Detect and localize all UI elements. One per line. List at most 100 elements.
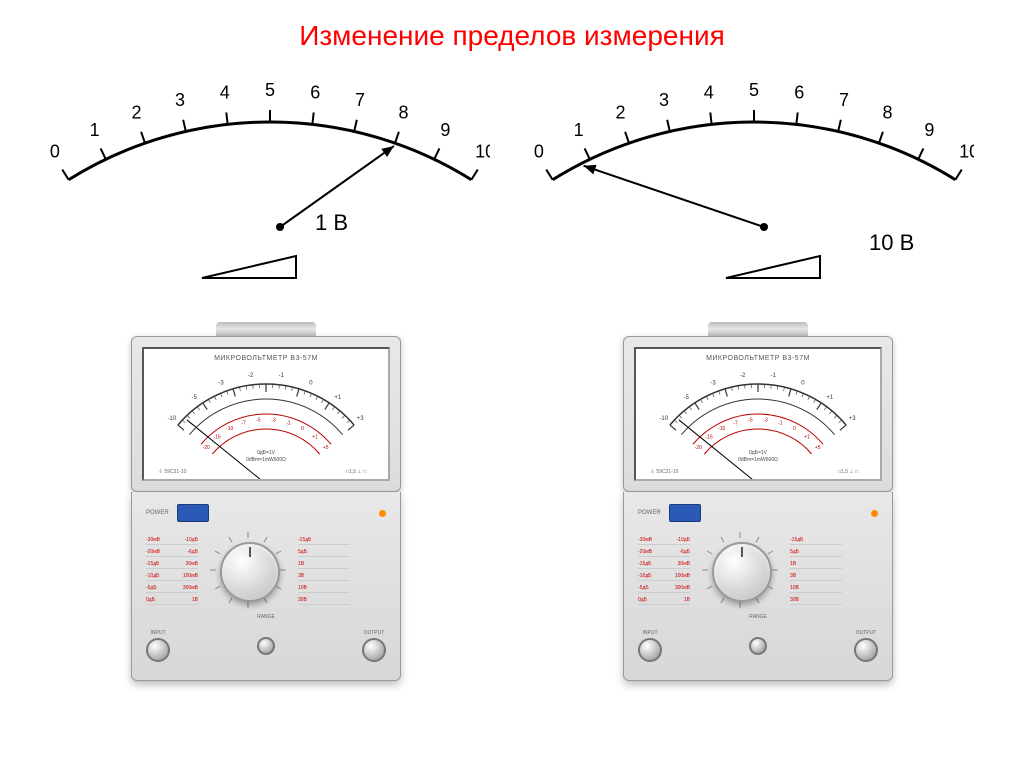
svg-text:0: 0: [793, 426, 796, 432]
range-line: -10дБ100мВ: [638, 572, 690, 581]
svg-text:-1: -1: [279, 373, 285, 379]
power-button[interactable]: [669, 504, 701, 522]
svg-text:-10: -10: [167, 416, 176, 422]
scale-left-label: 1 В: [315, 210, 348, 236]
range-line: -15дБ30мВ: [146, 560, 198, 569]
svg-text:⏚ 59C31-10: ⏚ 59C31-10: [158, 468, 187, 475]
svg-text:+1: +1: [312, 434, 318, 440]
svg-text:1: 1: [90, 120, 100, 140]
range-left-column: -30мВ-10дБ-20мВ-6дБ-15дБ30мВ-10дБ100мВ-5…: [146, 536, 198, 605]
device-handle-icon: [708, 322, 808, 336]
svg-text:0dBm=1mW600Ω: 0dBm=1mW600Ω: [738, 457, 778, 463]
svg-text:+5: +5: [323, 445, 329, 451]
svg-text:0: 0: [309, 381, 313, 387]
svg-text:-10: -10: [226, 426, 233, 432]
svg-text:+1: +1: [804, 434, 810, 440]
svg-text:-10: -10: [718, 426, 725, 432]
range-line: -30мВ-10дБ: [146, 536, 198, 545]
device-control-panel: POWER -30мВ-10дБ -20мВ-6дБ -15дБ30мВ -10дБ1…: [131, 492, 401, 681]
output-port[interactable]: [854, 638, 878, 662]
page-title: Изменение пределов измерения: [20, 20, 1004, 52]
svg-text:6: 6: [310, 83, 320, 103]
svg-text:0dBm=1mW600Ω: 0dBm=1mW600Ω: [246, 457, 286, 463]
svg-text:+1: +1: [826, 395, 834, 401]
wedge-right-icon: [724, 252, 824, 282]
range-line: -30мВ-10дБ: [638, 536, 690, 545]
power-led-icon: [871, 510, 878, 517]
range-line: 30В: [298, 596, 350, 605]
svg-text:-7: -7: [733, 420, 738, 426]
svg-text:7: 7: [355, 90, 365, 110]
ground-port[interactable]: [749, 637, 767, 655]
svg-text:2: 2: [615, 103, 625, 123]
svg-text:-1: -1: [778, 420, 783, 426]
svg-text:0дБ=1V: 0дБ=1V: [749, 450, 768, 456]
wedge-left-icon: [200, 252, 300, 282]
device-model-label: МИКРОВОЛЬТМЕТР В3-57М: [636, 355, 880, 362]
svg-text:-20: -20: [695, 445, 702, 451]
power-label: POWER: [146, 510, 169, 516]
analog-meter: МИКРОВОЛЬТМЕТР В3-57М -10-5-3-2-10+1+3-2…: [142, 347, 390, 481]
svg-text:-10: -10: [659, 416, 668, 422]
svg-text:-5: -5: [192, 395, 198, 401]
svg-text:-15: -15: [705, 434, 712, 440]
svg-text:0: 0: [301, 426, 304, 432]
device-model-label: МИКРОВОЛЬТМЕТР В3-57М: [144, 355, 388, 362]
range-knob[interactable]: [700, 530, 780, 610]
range-line: 30В: [790, 596, 842, 605]
range-knob[interactable]: [208, 530, 288, 610]
scale-left: 012345678910 1 В: [50, 82, 490, 282]
svg-text:-2: -2: [740, 373, 746, 379]
svg-text:0дБ=1V: 0дБ=1V: [257, 450, 276, 456]
range-line: -15дБ: [790, 536, 842, 545]
device-handle-icon: [216, 322, 316, 336]
svg-text:9: 9: [440, 120, 450, 140]
svg-text:-2: -2: [248, 373, 254, 379]
device-meter-panel: МИКРОВОЛЬТМЕТР В3-57М -10-5-3-2-10+1+3-2…: [131, 336, 401, 492]
svg-text:0: 0: [534, 142, 544, 162]
input-port[interactable]: [638, 638, 662, 662]
scale-right: 012345678910 10 В: [534, 82, 974, 282]
svg-text:9: 9: [924, 120, 934, 140]
svg-text:+3: +3: [357, 416, 365, 422]
svg-text:-1: -1: [771, 373, 777, 379]
range-line: 0дБ1В: [638, 596, 690, 605]
range-line: 10В: [790, 584, 842, 593]
svg-text:-3: -3: [763, 417, 768, 423]
svg-text:-5: -5: [684, 395, 690, 401]
range-line: -10дБ100мВ: [146, 572, 198, 581]
svg-text:+5: +5: [815, 445, 821, 451]
input-label: INPUT: [643, 630, 658, 636]
svg-text:3: 3: [175, 90, 185, 110]
svg-text:+3: +3: [849, 416, 857, 422]
svg-text:10: 10: [475, 142, 490, 162]
range-line: 5дБ: [790, 548, 842, 557]
output-label: OUTPUT: [856, 630, 877, 636]
range-line: 5дБ: [298, 548, 350, 557]
range-line: 1В: [790, 560, 842, 569]
range-line: -15дБ: [298, 536, 350, 545]
svg-text:-7: -7: [241, 420, 246, 426]
power-led-icon: [379, 510, 386, 517]
range-line: 3В: [790, 572, 842, 581]
input-port[interactable]: [146, 638, 170, 662]
power-button[interactable]: [177, 504, 209, 522]
range-line: -5дБ300мВ: [638, 584, 690, 593]
svg-text:0: 0: [50, 142, 60, 162]
output-port[interactable]: [362, 638, 386, 662]
range-line: 3В: [298, 572, 350, 581]
svg-text:7: 7: [839, 90, 849, 110]
svg-text:-15: -15: [213, 434, 220, 440]
range-line: -20мВ-6дБ: [146, 548, 198, 557]
range-line: -15дБ30мВ: [638, 560, 690, 569]
svg-text:2: 2: [131, 103, 141, 123]
svg-text:5: 5: [265, 82, 275, 100]
svg-text:8: 8: [883, 103, 893, 123]
power-label: POWER: [638, 510, 661, 516]
output-label: OUTPUT: [364, 630, 385, 636]
range-label: RANGE: [146, 614, 386, 620]
svg-text:10: 10: [959, 142, 974, 162]
svg-text:-3: -3: [218, 381, 224, 387]
svg-text:+1: +1: [334, 395, 342, 401]
ground-port[interactable]: [257, 637, 275, 655]
